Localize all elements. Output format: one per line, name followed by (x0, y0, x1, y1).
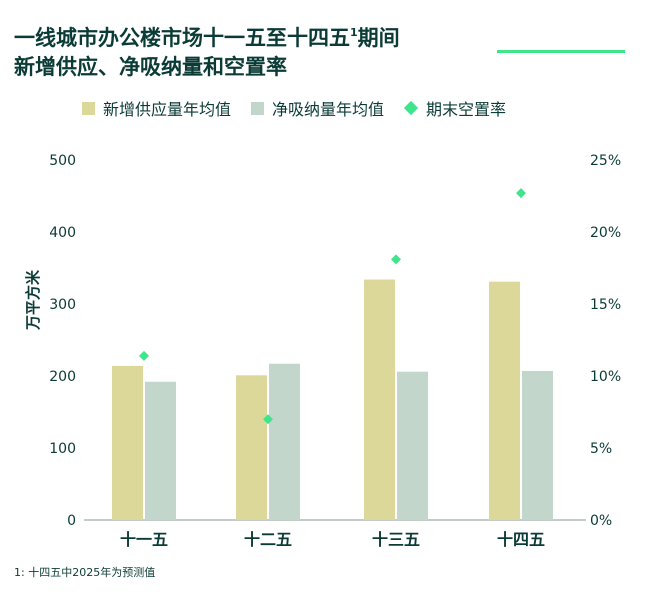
y2-tick-label: 5% (590, 441, 612, 457)
x-tick-label: 十一五 (120, 530, 168, 549)
bar-absorption-3 (397, 371, 428, 520)
title-superscript: 1 (350, 26, 358, 39)
legend-item-absorption: 净吸纳量年均值 (251, 96, 384, 120)
y-tick-label: 500 (49, 153, 76, 169)
legend-item-vacancy: 期末空置率 (403, 96, 507, 120)
vacancy-point-4 (516, 188, 526, 199)
legend-label-supply: 新增供应量年均值 (103, 100, 232, 119)
y-tick-label: 200 (49, 369, 76, 385)
y2-tick-label: 10% (590, 369, 621, 385)
x-tick-label: 十二五 (244, 530, 292, 549)
chart-title: 一线城市办公楼市场十一五至十四五1期间 新增供应、净吸纳量和空置率 (14, 18, 400, 82)
legend-label-absorption: 净吸纳量年均值 (272, 100, 385, 119)
legend-swatch-supply (82, 101, 95, 115)
bar-absorption-1 (145, 381, 176, 520)
legend-item-supply: 新增供应量年均值 (82, 96, 231, 120)
points-group (139, 188, 526, 425)
footnote: 1: 十四五中2025年为预测值 (14, 566, 156, 579)
bar-supply-4 (489, 281, 520, 520)
vacancy-point-2 (263, 414, 273, 425)
bar-supply-3 (364, 279, 395, 520)
x-tick-label: 十三五 (372, 530, 420, 549)
bar-absorption-2 (269, 363, 300, 520)
y2-tick-label: 15% (590, 297, 621, 313)
y2-tick-label: 0% (590, 513, 612, 529)
title-line1-end: 期间 (357, 26, 400, 50)
y-axis-label: 万平方米 (24, 269, 42, 331)
y2-tick-label: 20% (590, 225, 621, 241)
bar-absorption-4 (522, 370, 553, 520)
y2-tick-label: 25% (590, 153, 621, 169)
accent-line (497, 50, 625, 53)
title-line1: 一线城市办公楼市场十一五至十四五 (14, 26, 350, 50)
legend-label-vacancy: 期末空置率 (426, 100, 507, 119)
x-tick-label: 十四五 (497, 530, 545, 549)
y-tick-label: 300 (49, 297, 76, 313)
y-tick-label: 400 (49, 225, 76, 241)
bar-supply-1 (112, 365, 143, 520)
bar-supply-2 (236, 375, 267, 520)
vacancy-point-1 (139, 350, 149, 361)
legend-swatch-absorption (251, 101, 265, 115)
y-tick-label: 0 (67, 513, 76, 529)
y-tick-label: 100 (49, 441, 76, 457)
legend: 新增供应量年均值 净吸纳量年均值 期末空置率 (82, 96, 526, 120)
vacancy-point-3 (391, 254, 401, 265)
title-line2: 新增供应、净吸纳量和空置率 (14, 55, 287, 79)
bars-group (112, 279, 553, 520)
